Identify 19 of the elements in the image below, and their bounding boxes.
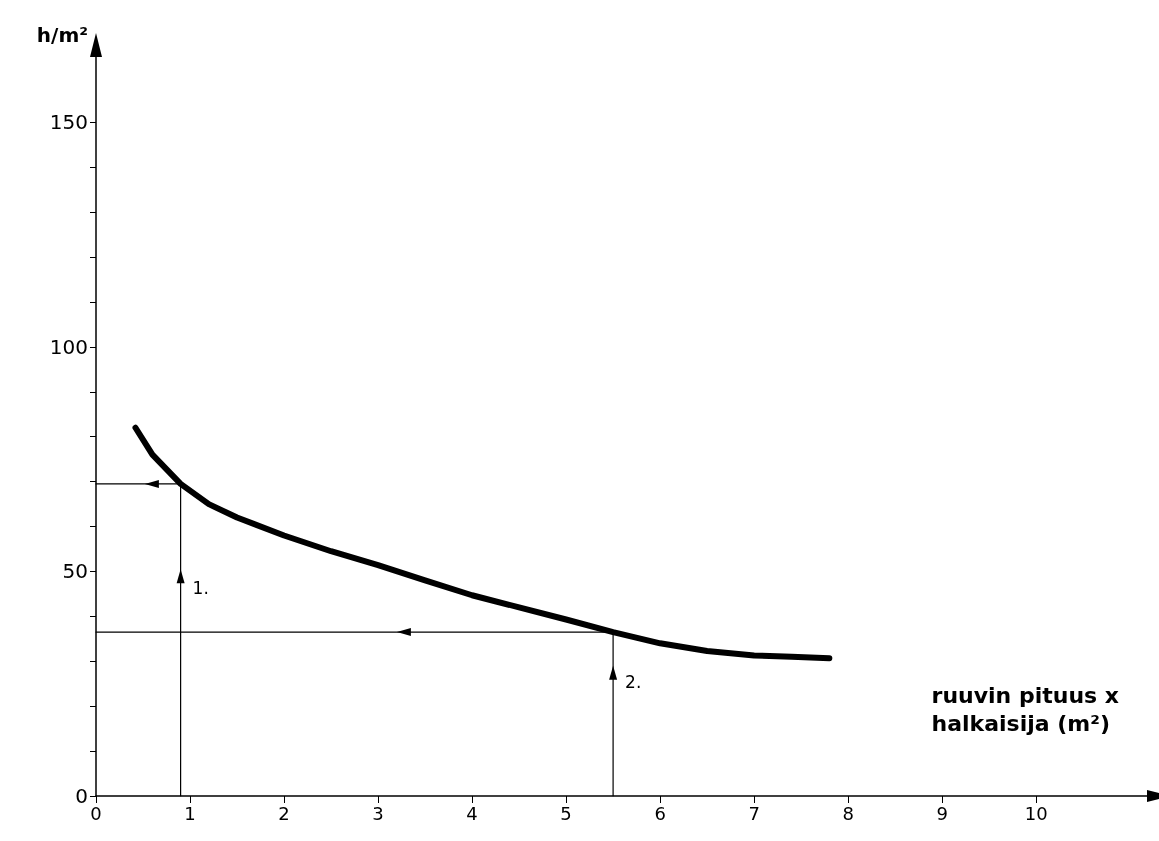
x-tick-label: 4 [466, 802, 478, 824]
x-axis-title: ruuvin pituus x halkaisija (m²) [931, 682, 1119, 736]
annotation: 1. [192, 577, 209, 598]
x-tick-label: 3 [372, 802, 384, 824]
y-axis-title: h/m² [36, 23, 88, 47]
x-tick-label: 0 [90, 802, 102, 824]
y-tick-label: 100 [49, 334, 88, 359]
y-tick-label: 50 [62, 559, 88, 584]
x-tick-label: 8 [842, 802, 854, 824]
y-tick-label: 0 [75, 784, 88, 808]
x-tick-label: 7 [748, 802, 760, 824]
x-tick-label: 6 [654, 802, 666, 824]
annotation: 2. [625, 672, 642, 693]
x-tick-label: 5 [560, 802, 572, 824]
y-tick-label: 150 [49, 110, 88, 135]
x-tick-label: 10 [1024, 802, 1048, 824]
x-tick-label: 9 [936, 802, 948, 824]
x-tick-label: 2 [278, 802, 290, 824]
x-tick-label: 1 [184, 802, 196, 824]
